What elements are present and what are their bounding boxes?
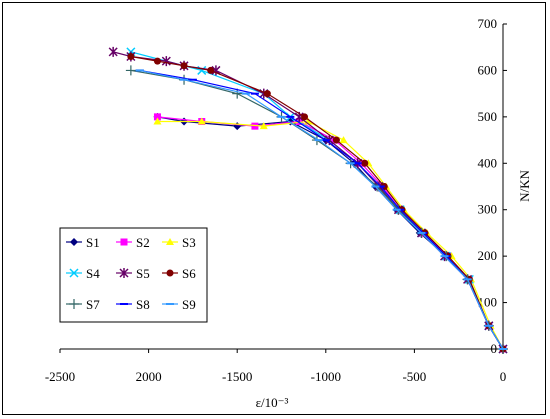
x-tick-label: -2500 bbox=[45, 369, 75, 384]
data-point bbox=[153, 113, 161, 121]
data-point bbox=[153, 117, 162, 125]
x-tick-label: -1000 bbox=[311, 369, 341, 384]
legend-label: S7 bbox=[86, 297, 100, 312]
y-tick-label: 300 bbox=[478, 202, 498, 217]
legend-item-s8: S8 bbox=[116, 297, 150, 312]
legend-label: S5 bbox=[136, 266, 150, 281]
legend-item-s6: S6 bbox=[162, 266, 196, 281]
data-point bbox=[120, 238, 128, 246]
x-tick-label: 2000 bbox=[136, 369, 162, 384]
data-point bbox=[301, 113, 309, 121]
data-point bbox=[69, 299, 79, 309]
x-tick-label: -1500 bbox=[222, 369, 252, 384]
data-point bbox=[361, 159, 369, 167]
data-point bbox=[153, 57, 161, 65]
y-tick-label: 400 bbox=[478, 155, 498, 170]
legend-label: S2 bbox=[136, 235, 150, 250]
data-point bbox=[125, 65, 136, 76]
data-point bbox=[166, 238, 174, 245]
x-tick-label: -500 bbox=[402, 369, 426, 384]
data-point bbox=[166, 269, 174, 277]
data-point bbox=[259, 122, 268, 130]
y-tick-label: 700 bbox=[478, 16, 498, 31]
legend-box bbox=[59, 227, 208, 323]
x-tick-label: 0 bbox=[500, 369, 507, 384]
legend-label: S4 bbox=[86, 266, 100, 281]
legend-label: S1 bbox=[86, 235, 100, 250]
data-point bbox=[161, 56, 171, 67]
legend-item-s2: S2 bbox=[116, 235, 150, 250]
legend-label: S9 bbox=[182, 297, 196, 312]
series-line bbox=[157, 120, 504, 350]
y-axis-title: N/KN bbox=[517, 170, 532, 202]
legend: S1 S2 S3 S4 S5 S6 S7 S8 S9 bbox=[59, 227, 208, 323]
data-point bbox=[108, 46, 118, 57]
data-point bbox=[127, 53, 135, 60]
series-line bbox=[157, 116, 504, 350]
legend-label: S8 bbox=[136, 297, 150, 312]
data-point bbox=[232, 88, 243, 99]
chart-frame bbox=[2, 2, 546, 415]
y-tick-label: 0 bbox=[491, 341, 498, 356]
y-tick-label: 200 bbox=[478, 248, 498, 263]
y-tick-label: 600 bbox=[478, 62, 498, 77]
data-point bbox=[70, 238, 78, 246]
legend-item-s1: S1 bbox=[66, 235, 100, 250]
y-tick-label: 500 bbox=[478, 109, 498, 124]
data-point bbox=[69, 268, 79, 278]
legend-item-s7: S7 bbox=[66, 297, 100, 312]
series-layer bbox=[108, 46, 508, 354]
data-point bbox=[339, 136, 348, 144]
data-point bbox=[119, 268, 129, 278]
data-point bbox=[180, 62, 188, 70]
data-point bbox=[263, 90, 271, 98]
series-line bbox=[157, 116, 504, 350]
x-axis-title: ε/10⁻³ bbox=[256, 395, 289, 410]
data-point bbox=[197, 117, 206, 125]
legend-item-s3: S3 bbox=[162, 235, 196, 250]
legend-label: S3 bbox=[182, 235, 196, 250]
data-point bbox=[251, 122, 259, 130]
data-point bbox=[332, 136, 340, 144]
series-s9 bbox=[135, 69, 507, 350]
legend-item-s4: S4 bbox=[66, 266, 100, 281]
legend-item-s9: S9 bbox=[162, 297, 196, 312]
legend-item-s5: S5 bbox=[116, 266, 150, 281]
data-point bbox=[207, 66, 215, 74]
legend-label: S6 bbox=[182, 266, 196, 281]
axes: -2500 2000 -1500 -1000 -500 00100200300400500… bbox=[45, 16, 507, 384]
